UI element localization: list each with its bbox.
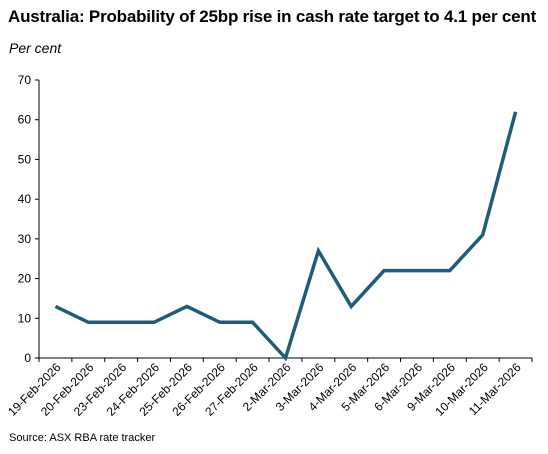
y-tick-label: 0 [24,351,31,365]
y-tick-label: 20 [18,272,32,286]
y-tick-label: 70 [18,73,32,87]
x-axis-ticks: 19-Feb-202620-Feb-202623-Feb-202624-Feb-… [5,358,533,419]
y-tick-label: 60 [18,113,32,127]
y-tick-label: 30 [18,232,32,246]
y-tick-label: 10 [18,311,32,325]
y-tick-label: 40 [18,192,32,206]
y-axis-unit-label: Per cent [9,40,62,56]
y-axis-ticks: 0 10 20 30 40 50 60 70 [18,73,39,365]
series-line [54,111,518,362]
chart-title: Australia: Probability of 25bp rise in c… [8,7,537,26]
y-tick-label: 50 [18,152,32,166]
source-note: Source: ASX RBA rate tracker [9,432,156,444]
